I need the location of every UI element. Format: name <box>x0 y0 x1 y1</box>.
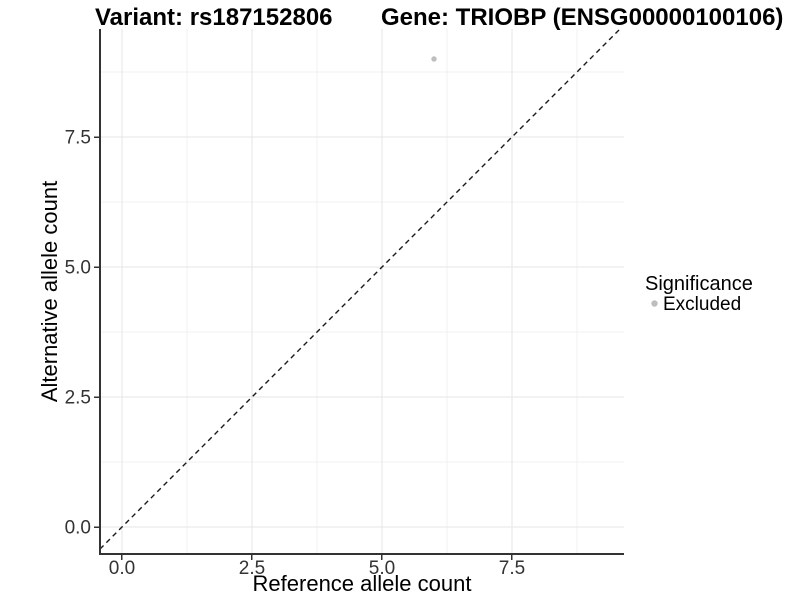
data-point <box>431 56 437 62</box>
legend-title: Significance <box>645 273 753 295</box>
x-tick-label: 2.5 <box>239 558 265 579</box>
x-axis-title: Reference allele count <box>253 571 472 596</box>
y-tick-label: 0.0 <box>65 518 91 539</box>
data-points <box>431 56 437 62</box>
legend: Significance Excluded <box>645 273 753 315</box>
x-tick-label: 0.0 <box>109 558 135 579</box>
dashed-identity-line <box>99 28 621 550</box>
y-tick-label: 2.5 <box>65 388 91 409</box>
x-tick-label: 5.0 <box>369 558 395 579</box>
identity-reference-line <box>99 28 621 550</box>
y-axis-title: Alternative allele count <box>37 181 62 402</box>
axis-lines-and-ticks <box>94 29 624 560</box>
tick-labels: 0.0 2.5 5.0 7.5 0.0 2.5 5.0 7.5 <box>65 128 526 579</box>
grid-major-lines <box>100 29 624 554</box>
legend-entry-label: Excluded <box>663 294 741 315</box>
grid-minor-lines <box>100 29 624 554</box>
x-tick-label: 7.5 <box>499 558 525 579</box>
plot-title-variant: Variant: rs187152806 <box>95 4 333 31</box>
y-tick-label: 5.0 <box>65 258 91 279</box>
y-tick-label: 7.5 <box>65 128 91 149</box>
legend-key-dot <box>651 300 658 307</box>
plot-title-gene: Gene: TRIOBP (ENSG00000100106) <box>381 4 783 31</box>
